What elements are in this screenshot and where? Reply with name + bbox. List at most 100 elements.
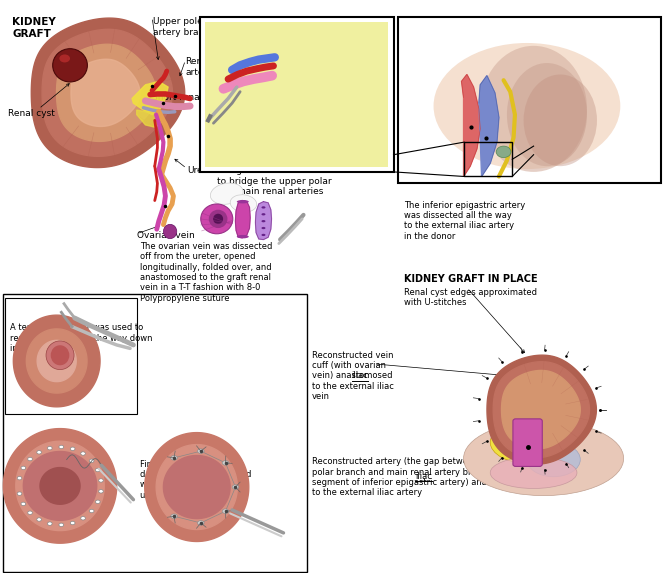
Text: The ovarian vein was dissected
off from the ureter, opened
longitudinally, folde: The ovarian vein was dissected off from …	[140, 242, 272, 303]
Polygon shape	[479, 76, 499, 176]
Text: Short renal vein: Short renal vein	[152, 93, 225, 102]
Text: iliac: iliac	[415, 472, 432, 481]
Polygon shape	[71, 59, 140, 127]
Ellipse shape	[434, 43, 620, 169]
Polygon shape	[462, 74, 480, 176]
Ellipse shape	[28, 457, 33, 461]
Text: Ureter: Ureter	[187, 166, 215, 175]
Ellipse shape	[59, 523, 63, 527]
Ellipse shape	[89, 509, 94, 513]
Ellipse shape	[197, 521, 204, 525]
Text: The inferior epigastric artery
was dissected all the way
to the external iliac a: The inferior epigastric artery was disse…	[404, 201, 526, 241]
Ellipse shape	[210, 183, 243, 205]
Text: External iliac vein: External iliac vein	[459, 40, 540, 49]
Ellipse shape	[490, 457, 577, 488]
Ellipse shape	[222, 509, 229, 513]
Ellipse shape	[171, 456, 177, 460]
Ellipse shape	[261, 227, 265, 229]
Ellipse shape	[261, 234, 265, 236]
Ellipse shape	[21, 502, 26, 505]
Text: Reconstructed vein
cuff (with ovarian
vein) anastomosed
to the external iliac
ve: Reconstructed vein cuff (with ovarian ve…	[312, 351, 394, 401]
Polygon shape	[156, 445, 237, 529]
Text: Renal
artery: Renal artery	[185, 57, 213, 77]
Ellipse shape	[17, 476, 22, 480]
Text: A segment is retrieved
to bridge the upper polar
and main renal arteries: A segment is retrieved to bridge the upp…	[217, 166, 332, 196]
Polygon shape	[137, 110, 160, 127]
FancyBboxPatch shape	[513, 419, 542, 466]
Polygon shape	[37, 340, 76, 382]
Ellipse shape	[480, 46, 587, 172]
Bar	[200, 17, 394, 172]
Text: iliac: iliac	[352, 371, 368, 380]
Polygon shape	[3, 429, 117, 543]
Polygon shape	[502, 370, 580, 449]
Polygon shape	[29, 454, 91, 517]
Ellipse shape	[59, 54, 70, 62]
Ellipse shape	[37, 450, 41, 454]
Polygon shape	[42, 29, 173, 156]
Ellipse shape	[81, 452, 85, 456]
Text: KIDNEY GRAFT IN PLACE: KIDNEY GRAFT IN PLACE	[404, 274, 538, 284]
Polygon shape	[57, 44, 156, 142]
Polygon shape	[27, 329, 87, 393]
Text: The edges of the
parenchyma were
oversewed with 5-0
PDS suture: The edges of the parenchyma were oversew…	[10, 460, 93, 500]
Ellipse shape	[464, 421, 624, 496]
Ellipse shape	[70, 521, 75, 525]
Ellipse shape	[47, 446, 52, 450]
Ellipse shape	[95, 468, 100, 472]
Bar	[3, 294, 307, 572]
Polygon shape	[23, 452, 97, 520]
Ellipse shape	[89, 459, 94, 462]
Ellipse shape	[232, 485, 239, 489]
Ellipse shape	[17, 492, 22, 496]
Text: Upper pole
artery branch: Upper pole artery branch	[153, 17, 215, 37]
Ellipse shape	[51, 345, 69, 366]
Polygon shape	[168, 457, 225, 517]
Polygon shape	[235, 201, 250, 238]
Text: Ovarian vein: Ovarian vein	[137, 231, 195, 241]
Polygon shape	[31, 18, 185, 167]
Ellipse shape	[496, 146, 511, 158]
Ellipse shape	[261, 213, 265, 215]
Ellipse shape	[237, 235, 249, 238]
Ellipse shape	[59, 445, 63, 449]
Ellipse shape	[81, 516, 85, 520]
Ellipse shape	[230, 195, 257, 212]
Text: A tenotomy scissor was used to
remove the cyst all the way down
into the calyces: A tenotomy scissor was used to remove th…	[10, 323, 153, 353]
Polygon shape	[163, 456, 230, 519]
Ellipse shape	[197, 449, 204, 453]
Polygon shape	[487, 355, 596, 464]
Ellipse shape	[37, 518, 41, 521]
Ellipse shape	[222, 461, 229, 465]
Ellipse shape	[70, 447, 75, 450]
Ellipse shape	[95, 500, 100, 504]
Ellipse shape	[213, 214, 223, 224]
Ellipse shape	[261, 220, 265, 222]
Ellipse shape	[209, 210, 227, 228]
Ellipse shape	[490, 421, 570, 464]
Bar	[5, 298, 137, 414]
Ellipse shape	[21, 466, 26, 470]
Ellipse shape	[527, 442, 580, 477]
Text: Reconstructed artery (the gap between the upper
polar branch and main renal arte: Reconstructed artery (the gap between th…	[312, 457, 528, 497]
Polygon shape	[16, 441, 104, 531]
Ellipse shape	[28, 511, 33, 515]
Ellipse shape	[507, 63, 587, 166]
Text: KIDNEY
GRAFT: KIDNEY GRAFT	[12, 17, 56, 39]
Text: External iliac artery: External iliac artery	[400, 16, 490, 25]
Ellipse shape	[524, 74, 597, 166]
Ellipse shape	[201, 204, 233, 234]
Ellipse shape	[261, 206, 265, 209]
Ellipse shape	[53, 49, 87, 82]
Polygon shape	[132, 81, 168, 115]
Ellipse shape	[47, 522, 52, 525]
Ellipse shape	[99, 489, 103, 493]
Polygon shape	[40, 468, 80, 504]
Bar	[398, 17, 661, 183]
Ellipse shape	[237, 200, 249, 203]
Polygon shape	[493, 362, 590, 458]
Bar	[464, 142, 512, 176]
Polygon shape	[255, 202, 271, 240]
Ellipse shape	[46, 341, 74, 370]
Ellipse shape	[163, 224, 177, 239]
